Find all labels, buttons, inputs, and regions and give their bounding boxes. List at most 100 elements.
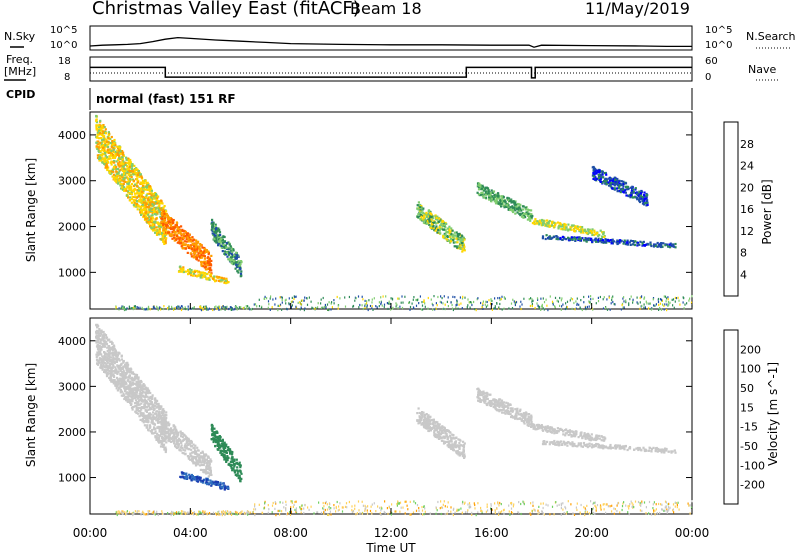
power-cell — [121, 176, 124, 179]
power-cell — [140, 208, 143, 211]
power-ground-cell — [218, 308, 220, 311]
power-cell — [605, 182, 608, 186]
power-cell — [202, 254, 205, 257]
power-cell — [619, 191, 622, 194]
power-cell — [669, 242, 672, 245]
power-ground-cell — [571, 307, 573, 310]
power-cell — [146, 202, 149, 206]
velocity-cell — [110, 369, 113, 372]
velocity-cell — [162, 414, 165, 417]
power-cell — [162, 217, 165, 220]
power-cell — [513, 201, 516, 205]
power-ground-cell — [514, 303, 516, 307]
power-ground-cell — [254, 303, 257, 306]
power-cell — [202, 260, 205, 264]
power-cell — [107, 131, 110, 134]
power-cell — [160, 221, 163, 224]
power-cell — [220, 276, 223, 279]
power-cell — [150, 194, 153, 197]
power-ground-cell — [141, 306, 143, 309]
power-cell — [585, 232, 588, 235]
power-cell — [130, 183, 133, 186]
power-cell — [177, 237, 180, 240]
power-cell — [429, 215, 432, 218]
velocity-cell — [98, 352, 101, 355]
velocity-cell — [121, 382, 124, 385]
power-cell — [140, 181, 143, 184]
power-cell — [180, 234, 183, 237]
power-cell — [434, 214, 437, 217]
power-cell — [117, 182, 120, 185]
power-ground-cell — [395, 305, 397, 308]
power-cell — [102, 126, 105, 129]
power-cell — [580, 228, 583, 231]
power-cell — [187, 273, 190, 276]
velocity-cell — [161, 444, 164, 448]
power-cell — [116, 177, 119, 180]
power-ground-cell — [378, 305, 380, 308]
power-cell — [515, 207, 518, 210]
power-cell — [567, 236, 570, 239]
power-cell — [111, 140, 114, 143]
power-cell — [645, 197, 648, 200]
power-cell — [210, 272, 213, 275]
power-ground-cell — [488, 299, 490, 302]
power-cell — [122, 154, 125, 157]
power-cell — [632, 190, 635, 193]
power-cell — [599, 229, 602, 232]
power-cell — [533, 222, 536, 226]
power-cell — [105, 138, 108, 141]
power-cell — [101, 124, 104, 127]
power-cell — [108, 169, 111, 172]
power-cell — [194, 270, 197, 274]
power-ground-cell — [660, 298, 662, 301]
power-ground-cell — [357, 295, 360, 298]
power-cell — [597, 237, 600, 240]
velocity-cell — [115, 360, 118, 363]
velocity-cell — [144, 393, 147, 396]
power-cell — [164, 219, 167, 222]
velocity-cell — [159, 440, 162, 443]
velocity-cell — [147, 405, 150, 408]
power-ground-cell — [454, 296, 456, 299]
power-cell — [211, 218, 214, 221]
power-cell — [104, 157, 107, 160]
power-ground-cell — [317, 306, 319, 309]
power-cell — [218, 279, 221, 282]
power-cell — [640, 192, 643, 195]
velocity-cell — [131, 396, 134, 399]
velocity-cell — [133, 382, 136, 385]
velocity-cell — [154, 417, 157, 420]
velocity-cell — [158, 434, 161, 437]
velocity-cell — [158, 441, 161, 444]
power-cell — [616, 184, 619, 187]
power-cell — [529, 214, 532, 217]
velocity-cell — [116, 383, 119, 386]
velocity-cell — [97, 345, 100, 348]
power-ground-cell — [433, 295, 435, 298]
velocity-cell — [173, 431, 176, 434]
power-cell — [579, 230, 582, 233]
power-ground-cell — [494, 297, 496, 300]
power-cell — [139, 173, 142, 176]
velocity-cell — [122, 392, 125, 395]
power-ground-cell — [156, 305, 158, 308]
power-cell — [514, 209, 517, 212]
power-cell — [641, 241, 644, 244]
power-cell — [638, 243, 641, 246]
power-cell — [133, 192, 137, 195]
power-cell — [172, 236, 176, 239]
power-cell — [112, 156, 115, 159]
power-cell — [234, 261, 237, 264]
power-cell — [218, 236, 221, 239]
velocity-cell — [102, 345, 105, 348]
power-ground-cell — [452, 308, 454, 312]
power-cell — [625, 188, 628, 191]
power-ground-cell — [528, 298, 530, 301]
beam-label: Beam 18 — [350, 0, 422, 18]
velocity-cell — [107, 367, 110, 370]
power-cell — [446, 235, 449, 239]
power-ground-cell — [281, 308, 283, 311]
velocity-cell — [104, 334, 107, 337]
power-cell — [198, 245, 201, 249]
